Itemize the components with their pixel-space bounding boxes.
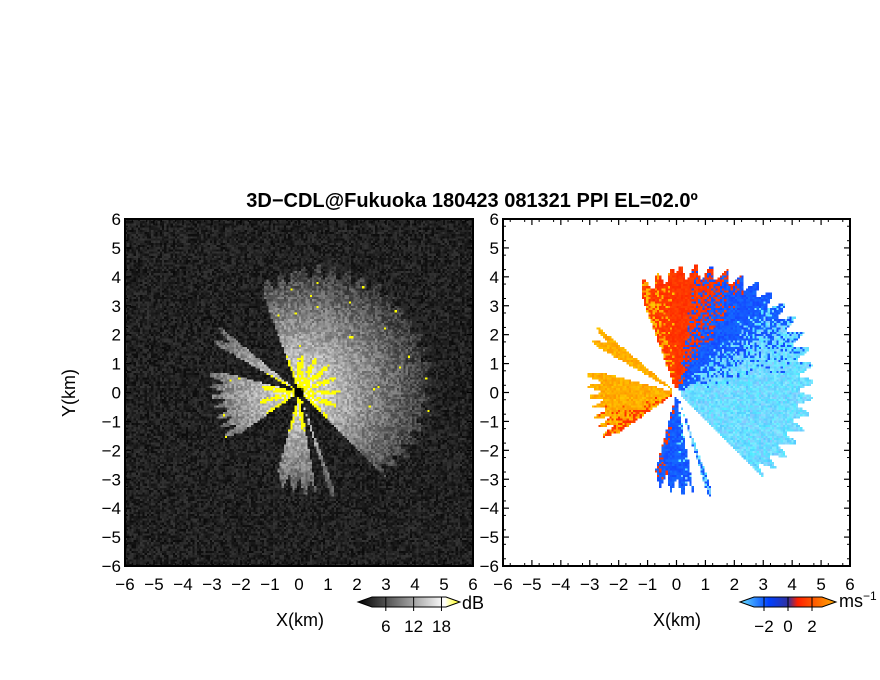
x-tick-label-0-1: −5 [144,575,163,594]
y-tick-label-0-4: −2 [102,441,121,460]
y-tick-label-1-0: −6 [480,557,499,576]
velocity-colorbar-unit: ms−1 [839,589,877,611]
y-tick-label-0-3: −3 [102,470,121,489]
y-tick-label-1-7: 1 [490,355,499,374]
x-tick-label-0-4: −2 [231,575,250,594]
velocity-colorbar: −2 0 2 ms−1 [738,589,877,636]
x-tick-label-0-8: 2 [352,575,361,594]
x-tick-label-1-8: 2 [730,575,739,594]
colorbar-tick-label-0-1: 12 [404,617,423,636]
y-tick-label-1-6: 0 [490,384,499,403]
y-tick-label-0-2: −4 [102,499,121,518]
y-tick-label-1-8: 2 [490,326,499,345]
y-tick-label-0-11: 5 [112,239,121,258]
x-tick-label-1-4: −2 [609,575,628,594]
velocity-colorbar-unit-base: ms [839,591,863,611]
velocity-image [503,219,850,566]
x-tick-label-0-3: −3 [202,575,221,594]
y-tick-label-1-9: 3 [490,297,499,316]
y-tick-label-1-11: 5 [490,239,499,258]
chart-title: 3D−CDL@Fukuoka 180423 081321 PPI EL=02.0… [246,190,698,212]
y-tick-label-0-7: 1 [112,355,121,374]
colorbar-tick-label-1-1: 0 [783,617,792,636]
x-tick-label-1-2: −4 [551,575,570,594]
x-tick-label-1-5: −1 [638,575,657,594]
x-tick-label-1-6: 0 [672,575,681,594]
y-tick-label-1-12: 6 [490,210,499,229]
y-tick-label-0-5: −1 [102,412,121,431]
x-tick-label-1-3: −3 [580,575,599,594]
y-tick-label-0-8: 2 [112,326,121,345]
y-tick-label-0-6: 0 [112,384,121,403]
x-tick-label-1-0: −6 [493,575,512,594]
y-tick-label-0-1: −5 [102,528,121,547]
x-tick-label-0-6: 0 [294,575,303,594]
reflectivity-colorbar-ticks: 6 12 18 [381,597,451,636]
y-tick-label-1-1: −5 [480,528,499,547]
reflectivity-colorbar: 6 12 18 dB [356,593,484,636]
x-tick-label-0-0: −6 [115,575,134,594]
y-tick-label-1-3: −3 [480,470,499,489]
colorbar-tick-label-1-2: 2 [807,617,816,636]
velocity-colorbar-unit-exponent: −1 [863,589,877,603]
x-tick-label-0-9: 3 [381,575,390,594]
y-tick-label-0-0: −6 [102,557,121,576]
reflectivity-colorbar-unit: dB [462,593,484,613]
colorbar-tick-label-0-0: 6 [381,617,390,636]
x-tick-label-1-10: 4 [787,575,796,594]
x-tick-label-0-12: 6 [468,575,477,594]
y-tick-label-0-9: 3 [112,297,121,316]
x-tick-label-1-1: −5 [522,575,541,594]
y-tick-label-0-10: 4 [112,268,121,287]
x-tick-label-0-5: −1 [260,575,279,594]
reflectivity-x-axis-label: X(km) [276,610,324,630]
reflectivity-colorbar-bar [356,596,462,608]
velocity-colorbar-ticks: −2 0 2 [754,597,817,636]
y-tick-label-1-2: −4 [480,499,499,518]
y-tick-label-1-4: −2 [480,441,499,460]
x-tick-label-1-7: 1 [701,575,710,594]
x-tick-label-1-9: 3 [759,575,768,594]
reflectivity-y-axis-label: Y(km) [59,369,79,417]
x-tick-label-0-2: −4 [173,575,192,594]
x-tick-label-1-11: 5 [816,575,825,594]
x-tick-label-0-11: 5 [439,575,448,594]
x-tick-label-1-12: 6 [845,575,854,594]
reflectivity-image [125,219,473,566]
reflectivity-ticks: −6 −5 −4 −3 −2 −1 0 1 2 3 4 5 6 −6 −5 −4 −3 −2 −1 0 1 2 3 4 5 6 [102,210,478,594]
x-tick-label-0-7: 1 [323,575,332,594]
colorbar-tick-label-1-0: −2 [754,617,773,636]
y-tick-label-1-10: 4 [490,268,499,287]
colorbar-tick-label-0-2: 18 [432,617,451,636]
x-tick-label-0-10: 4 [410,575,419,594]
y-tick-label-1-5: −1 [480,412,499,431]
velocity-x-axis-label: X(km) [653,610,701,630]
y-tick-label-0-12: 6 [112,210,121,229]
